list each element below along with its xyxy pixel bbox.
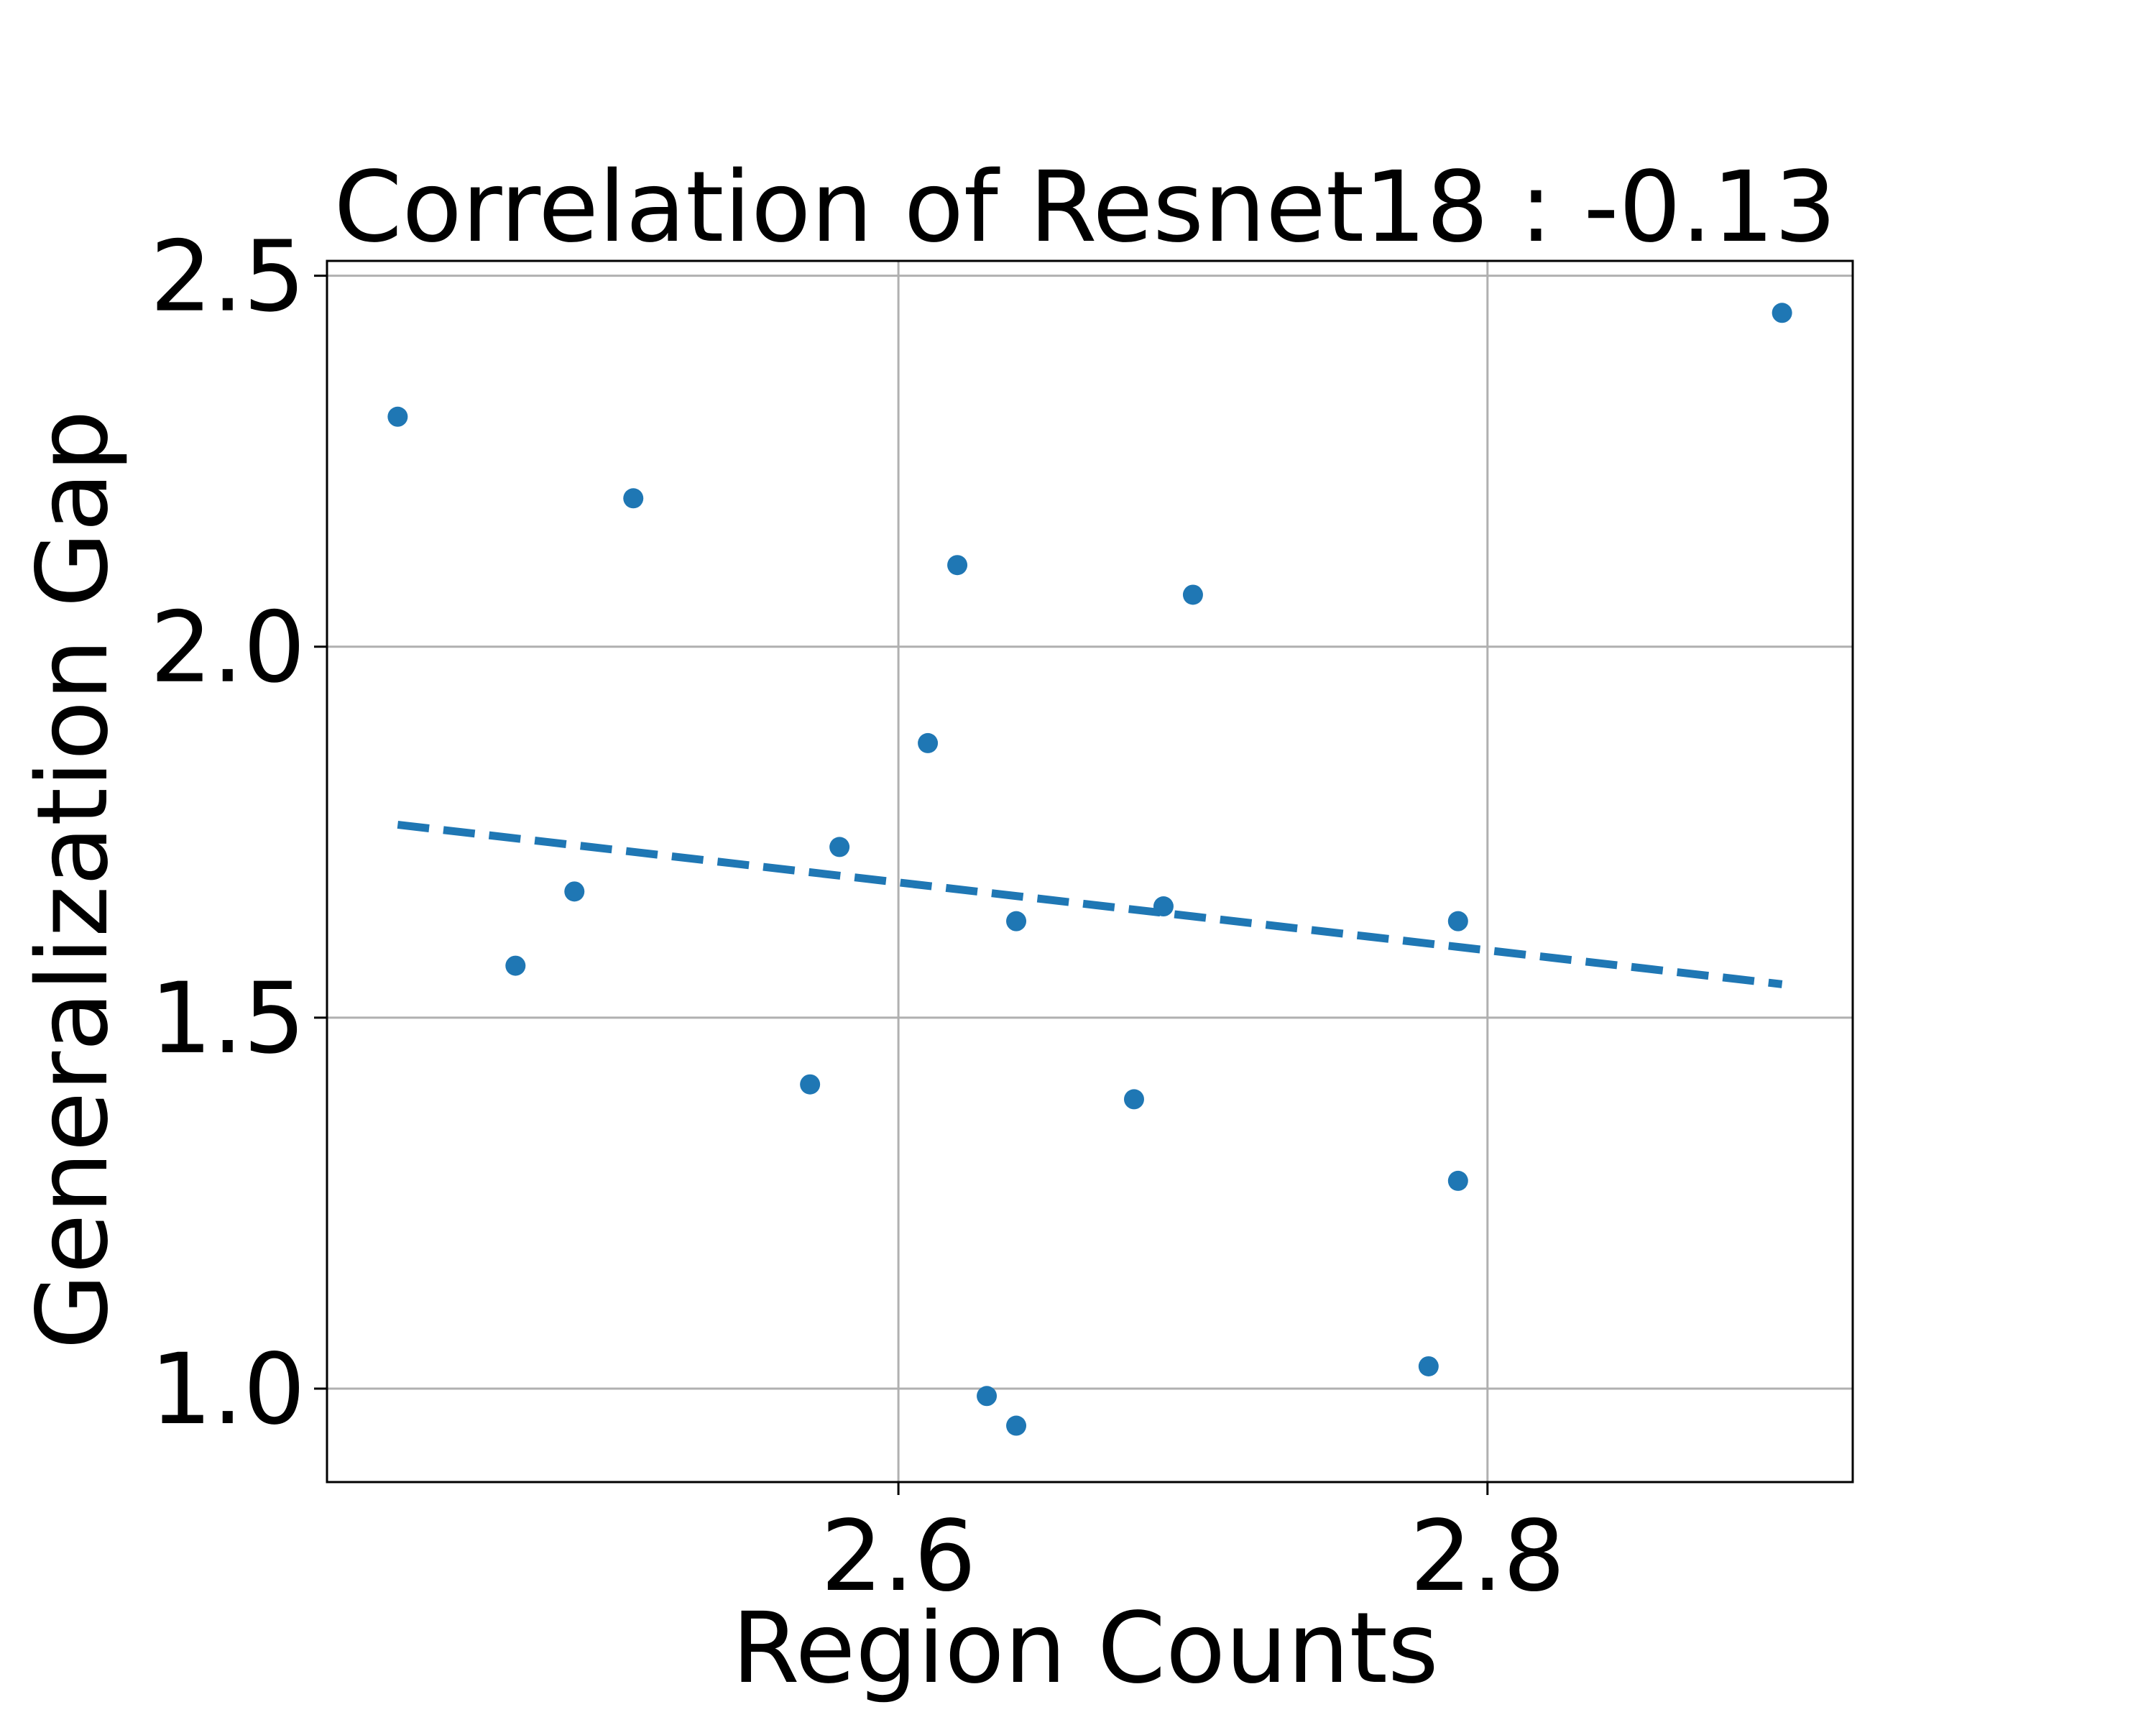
data-point (1447, 1170, 1468, 1191)
data-point (1153, 896, 1174, 917)
data-point (1447, 911, 1468, 932)
y-axis-label: Generalization Gap (17, 410, 130, 1349)
x-tick-label: 2.6 (821, 1500, 976, 1614)
y-tick-label: 2.0 (150, 592, 305, 705)
data-point (1182, 584, 1203, 605)
trend-line (397, 821, 1783, 988)
data-point (1772, 303, 1792, 323)
chart-title: Correlation of Resnet18 : -0.13 (334, 151, 1837, 264)
data-point (1123, 1089, 1144, 1110)
y-tick-label: 1.5 (150, 962, 305, 1076)
data-point (387, 406, 408, 427)
ticks: 2.6 2.8 1.0 1.5 2.0 2.5 (150, 221, 1565, 1614)
data-point (977, 1386, 998, 1407)
data-point (829, 837, 850, 857)
data-point (564, 881, 585, 902)
trend-line-layer (397, 821, 1783, 988)
data-point (1006, 911, 1027, 932)
data-point (947, 555, 968, 576)
data-point (800, 1074, 821, 1095)
grid (327, 261, 1853, 1482)
y-tick-label: 2.5 (150, 221, 305, 334)
y-tick-label: 1.0 (150, 1333, 305, 1447)
x-axis-label: Region Counts (732, 1592, 1439, 1706)
data-point (1006, 1415, 1027, 1436)
data-points (387, 303, 1792, 1436)
data-point (1418, 1356, 1439, 1376)
data-point (505, 955, 526, 976)
data-point (623, 488, 644, 509)
x-tick-label: 2.8 (1410, 1500, 1565, 1614)
plot-frame (326, 259, 1854, 1484)
data-point (918, 732, 939, 753)
